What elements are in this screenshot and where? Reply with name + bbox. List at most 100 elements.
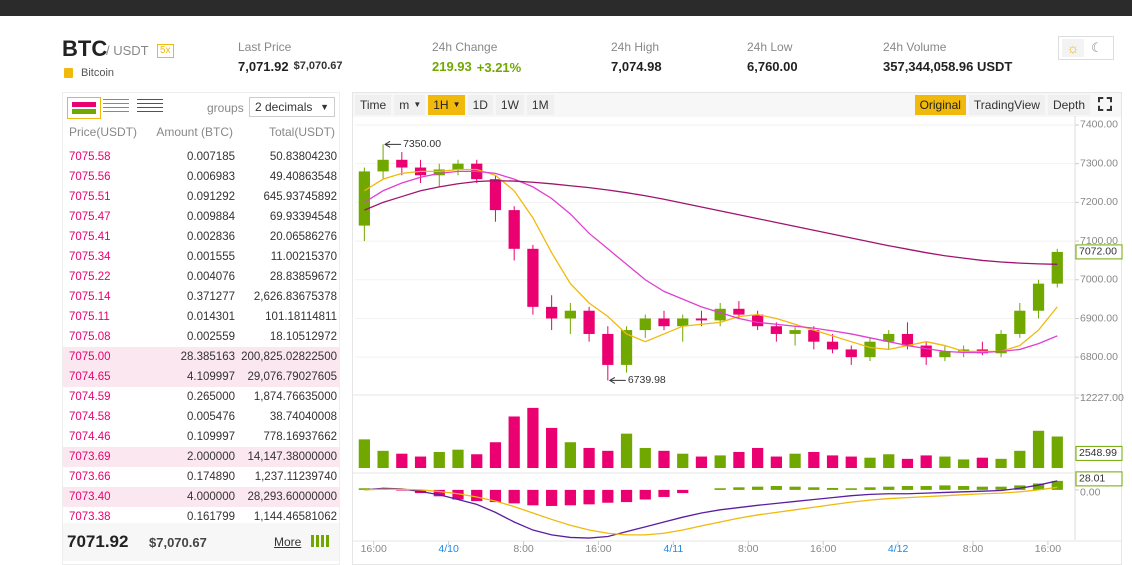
interval-button[interactable]: m ▼ <box>394 95 426 115</box>
order-row[interactable]: 7073.69 2.000000 14,147.38000000 <box>63 447 339 467</box>
macd-bar <box>508 489 520 504</box>
order-row[interactable]: 7075.11 0.014301 101.18114811 <box>63 307 339 327</box>
volume-bar <box>883 454 895 468</box>
view-asks[interactable] <box>137 99 163 115</box>
leverage: 5x <box>157 44 174 58</box>
candle-body <box>826 341 839 350</box>
amount: 0.371277 <box>187 291 235 303</box>
total: 28.83859672 <box>269 271 337 283</box>
order-row[interactable]: 7075.34 0.001555 11.00215370 <box>63 247 339 267</box>
amount: 0.006983 <box>187 171 235 183</box>
interval-button[interactable]: 1W <box>495 95 524 115</box>
amount: 0.109997 <box>187 431 235 443</box>
order-row[interactable]: 7075.51 0.091292 645.93745892 <box>63 187 339 207</box>
macd-bar <box>1051 480 1063 490</box>
price: 7073.38 <box>69 511 111 523</box>
candle-body <box>920 345 932 358</box>
order-row[interactable]: 7075.41 0.002836 20.06586276 <box>63 227 339 247</box>
dark-icon[interactable]: ☾ <box>1091 40 1103 55</box>
interval-button[interactable]: Time <box>355 95 392 115</box>
order-row[interactable]: 7075.08 0.002559 18.10512972 <box>63 327 339 347</box>
theme-toggle[interactable]: ☼ ☾ <box>1058 36 1114 60</box>
candle-body <box>396 159 408 168</box>
value-tag <box>1075 471 1123 487</box>
amount: 0.007185 <box>187 151 235 163</box>
stat-extra: $7,070.67 <box>293 60 343 72</box>
groups-select[interactable]: 2 decimals ▼ <box>249 97 335 117</box>
volume-bar <box>1051 436 1063 468</box>
macd-bar <box>489 489 502 503</box>
macd-bar <box>546 489 558 506</box>
x-tick-label: 8:00 <box>513 543 534 555</box>
candle-body <box>752 314 764 327</box>
line <box>364 168 1058 353</box>
volume-bar <box>789 453 801 468</box>
y-tick-label: 7100.00 <box>1080 235 1118 247</box>
view-button[interactable]: TradingView <box>968 95 1045 115</box>
light-icon[interactable]: ☼ <box>1062 39 1084 57</box>
volume-bar <box>583 447 595 468</box>
order-row[interactable]: 7075.47 0.009884 69.93394548 <box>63 207 339 227</box>
volume-bar <box>714 455 726 468</box>
macd-bar <box>527 489 539 506</box>
volume-bar <box>1032 430 1045 468</box>
macd-bar <box>733 487 745 490</box>
fullscreen-icon[interactable] <box>1098 97 1112 111</box>
macd-bar <box>471 489 483 502</box>
total: 101.18114811 <box>265 311 337 323</box>
symbol: BTC <box>62 36 108 61</box>
order-row[interactable]: 7074.58 0.005476 38.74040008 <box>63 407 339 427</box>
interval-button[interactable]: 1D <box>467 95 493 115</box>
stat-label: Last Price <box>238 40 292 54</box>
volume-bar <box>414 456 427 468</box>
volume-bar <box>752 447 764 468</box>
y-tick-label: 6900.00 <box>1080 312 1118 324</box>
interval-button[interactable]: 1H ▼ <box>428 95 465 115</box>
order-row[interactable]: 7073.38 0.161799 1,144.46581062 <box>63 507 339 527</box>
top-bar <box>0 0 1132 16</box>
candle-body <box>564 310 576 319</box>
order-row[interactable]: 7074.46 0.109997 778.16937662 <box>63 427 339 447</box>
value-tag-label: 2548.99 <box>1079 447 1117 459</box>
more-link[interactable]: More <box>274 535 302 549</box>
volume-bar <box>358 439 370 468</box>
x-tick-label: 4/10 <box>438 543 459 555</box>
order-row[interactable]: 7073.66 0.174890 1,237.11239740 <box>63 467 339 487</box>
line <box>364 486 1058 536</box>
line <box>364 180 1058 265</box>
order-row[interactable]: 7075.58 0.007185 50.83804230 <box>63 147 339 167</box>
view-button[interactable]: Original <box>914 95 966 115</box>
total: 14,147.38000000 <box>247 451 337 463</box>
amount: 28.385163 <box>180 351 235 363</box>
view-button[interactable]: Depth <box>1047 95 1090 115</box>
volume-bar <box>845 456 857 468</box>
candle-body <box>489 179 502 211</box>
line <box>364 480 1058 539</box>
y-tick-label: 6800.00 <box>1080 351 1118 363</box>
view-bids[interactable] <box>103 99 129 115</box>
order-row[interactable]: 7075.14 0.371277 2,626.83675378 <box>63 287 339 307</box>
total: 11.00215370 <box>270 251 337 263</box>
order-row[interactable]: 7074.65 4.109997 29,076.79027605 <box>63 367 339 387</box>
stat-value: 7,074.98 <box>611 59 662 74</box>
y-tick-label: 7300.00 <box>1080 157 1118 169</box>
order-row[interactable]: 7075.22 0.004076 28.83859672 <box>63 267 339 287</box>
amount: 0.002559 <box>187 331 235 343</box>
candle-body <box>995 333 1007 354</box>
order-book: groups 2 decimals ▼ Price(USDT) Amount (BT… <box>62 92 340 565</box>
view-both[interactable] <box>67 97 101 119</box>
total: 1,874.76635000 <box>253 391 337 403</box>
candle-body <box>958 349 970 352</box>
order-row[interactable]: 7074.59 0.265000 1,874.76635000 <box>63 387 339 407</box>
order-row[interactable]: 7075.00 28.385163 200,825.02822500 <box>63 347 339 367</box>
price: 7075.34 <box>69 251 111 263</box>
order-row[interactable]: 7075.56 0.006983 49.40863548 <box>63 167 339 187</box>
order-row[interactable]: 7073.40 4.000000 28,293.60000000 <box>63 487 339 507</box>
amount: 0.014301 <box>187 311 235 323</box>
stat-value: 6,760.00 <box>747 59 798 74</box>
column-header: Amount (BTC) <box>156 125 233 139</box>
interval-button[interactable]: 1M <box>526 95 554 115</box>
volume-bar <box>826 455 839 468</box>
volume-bar <box>658 450 670 468</box>
